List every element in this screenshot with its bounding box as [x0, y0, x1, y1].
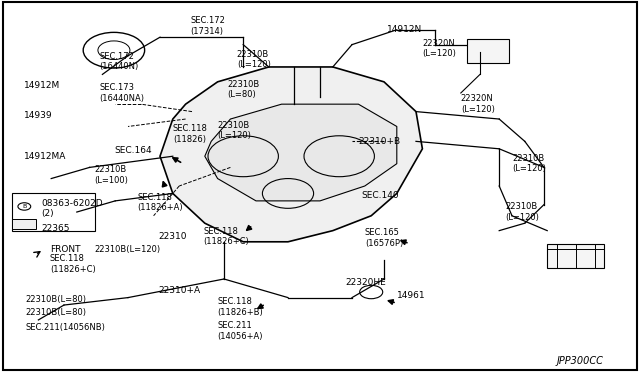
Text: SEC.118
(11826+B): SEC.118 (11826+B)	[218, 297, 263, 317]
Text: 14912N: 14912N	[387, 25, 422, 34]
Bar	[467, 39, 509, 63]
Text: 22310B(L=80): 22310B(L=80)	[26, 308, 86, 317]
Text: 08363-6202D
(2): 08363-6202D (2)	[42, 199, 103, 218]
Text: SEC.211(14056NB): SEC.211(14056NB)	[26, 323, 106, 332]
Bar	[547, 244, 604, 268]
Text: 22320N
(L=120): 22320N (L=120)	[422, 39, 456, 58]
Text: SEC.165
(16576P): SEC.165 (16576P)	[365, 228, 403, 248]
Polygon shape	[205, 104, 397, 201]
Text: SEC.140: SEC.140	[362, 191, 399, 200]
Text: 22310B
(L=80): 22310B (L=80)	[227, 80, 259, 99]
Text: SEC.164: SEC.164	[114, 146, 152, 155]
Text: 22310B
(L=120): 22310B (L=120)	[506, 202, 540, 222]
Text: JPP300CC: JPP300CC	[557, 356, 604, 366]
Text: 22310B
(L=120): 22310B (L=120)	[237, 50, 271, 69]
Text: 22320HE: 22320HE	[346, 278, 387, 287]
Text: 22310B(L=80): 22310B(L=80)	[26, 295, 86, 304]
Text: 22310B
(L=120): 22310B (L=120)	[512, 154, 546, 173]
Polygon shape	[160, 67, 422, 242]
Text: SEC.118
(11826): SEC.118 (11826)	[173, 124, 207, 144]
Text: 22310+B: 22310+B	[358, 137, 401, 146]
Text: B: B	[22, 204, 26, 209]
Text: SEC.172
(16440N): SEC.172 (16440N)	[99, 52, 138, 71]
Text: SEC.118
(11826+C): SEC.118 (11826+C)	[204, 227, 249, 246]
Text: SEC.173
(16440NA): SEC.173 (16440NA)	[99, 83, 144, 103]
Text: SEC.211
(14056+A): SEC.211 (14056+A)	[218, 321, 263, 341]
Text: 22310+A: 22310+A	[159, 286, 201, 295]
Text: 22310B(L=120): 22310B(L=120)	[95, 245, 161, 254]
Bar	[12, 219, 36, 229]
Text: FRONT: FRONT	[50, 245, 81, 254]
Text: 22310: 22310	[159, 232, 188, 241]
Text: 22365: 22365	[42, 224, 70, 233]
Bar	[12, 193, 95, 231]
Text: 14961: 14961	[397, 291, 426, 300]
Text: 14912M: 14912M	[24, 81, 61, 90]
Text: 22310B
(L=100): 22310B (L=100)	[95, 165, 129, 185]
Text: SEC.118
(11826+A): SEC.118 (11826+A)	[138, 193, 183, 212]
Text: 22320N
(L=120): 22320N (L=120)	[461, 94, 495, 114]
Text: 14939: 14939	[24, 111, 53, 120]
Text: 22310B
(L=120): 22310B (L=120)	[218, 121, 252, 140]
Text: SEC.118
(11826+C): SEC.118 (11826+C)	[50, 254, 95, 274]
Text: 14912MA: 14912MA	[24, 152, 67, 161]
Text: SEC.172
(17314): SEC.172 (17314)	[191, 16, 225, 36]
